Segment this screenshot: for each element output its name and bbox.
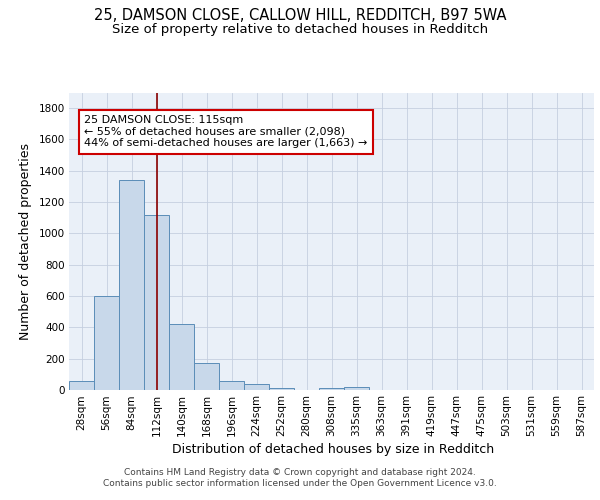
Bar bbox=[219, 381, 244, 390]
Text: 25 DAMSON CLOSE: 115sqm
← 55% of detached houses are smaller (2,098)
44% of semi: 25 DAMSON CLOSE: 115sqm ← 55% of detache… bbox=[85, 115, 368, 148]
Bar bbox=[169, 324, 194, 390]
Bar bbox=[144, 216, 169, 390]
Bar bbox=[94, 296, 119, 390]
Y-axis label: Number of detached properties: Number of detached properties bbox=[19, 143, 32, 340]
Bar bbox=[69, 382, 94, 390]
Bar bbox=[319, 388, 344, 390]
Bar bbox=[194, 364, 219, 390]
Text: Size of property relative to detached houses in Redditch: Size of property relative to detached ho… bbox=[112, 22, 488, 36]
Bar bbox=[344, 387, 369, 390]
Bar bbox=[269, 388, 294, 390]
Bar bbox=[119, 180, 144, 390]
Text: Contains HM Land Registry data © Crown copyright and database right 2024.
Contai: Contains HM Land Registry data © Crown c… bbox=[103, 468, 497, 487]
Text: 25, DAMSON CLOSE, CALLOW HILL, REDDITCH, B97 5WA: 25, DAMSON CLOSE, CALLOW HILL, REDDITCH,… bbox=[94, 8, 506, 22]
Text: Distribution of detached houses by size in Redditch: Distribution of detached houses by size … bbox=[172, 442, 494, 456]
Bar bbox=[244, 384, 269, 390]
